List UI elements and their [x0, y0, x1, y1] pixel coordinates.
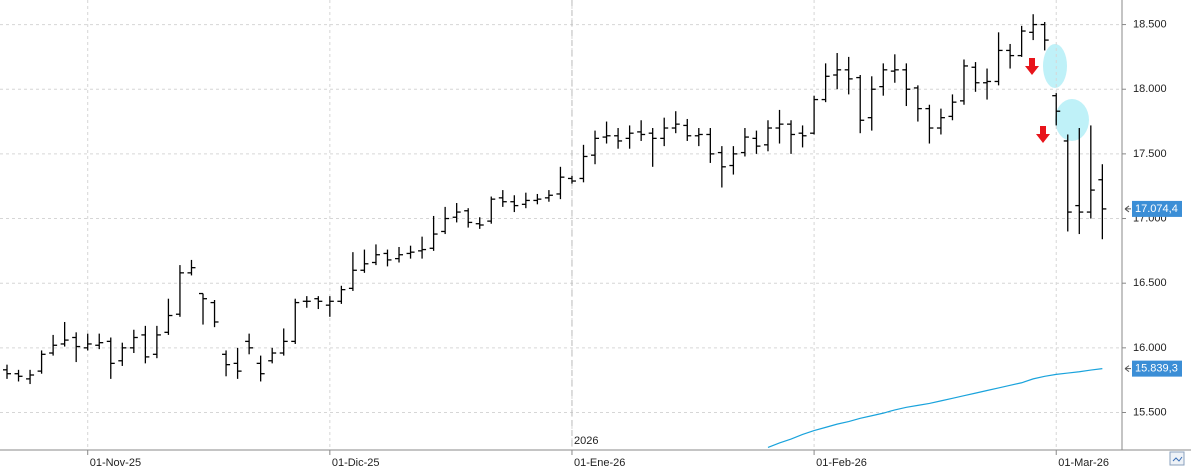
x-tick-label: 01-Dic-25 — [332, 457, 380, 469]
down-arrow — [1036, 126, 1050, 143]
x-tick-label: 01-Ene-26 — [574, 457, 625, 469]
scale-icon — [1172, 456, 1183, 462]
price-label: 17.074,4 — [1135, 203, 1178, 215]
price-pointer — [1124, 205, 1131, 213]
y-tick-label: 16.500 — [1133, 277, 1167, 289]
highlight — [1043, 44, 1067, 88]
y-tick-label: 16.000 — [1133, 342, 1167, 354]
price-label: 15.839,3 — [1135, 363, 1178, 375]
y-tick-label: 18.000 — [1133, 83, 1167, 95]
x-tick-label: 01-Mar-26 — [1058, 457, 1109, 469]
y-tick-label: 15.500 — [1133, 406, 1167, 418]
highlight — [1055, 99, 1089, 141]
x-tick-label: 01-Feb-26 — [816, 457, 867, 469]
x-tick-label: 01-Nov-25 — [90, 457, 141, 469]
price-pointer — [1124, 365, 1131, 373]
y-tick-label: 18.500 — [1133, 18, 1167, 30]
year-label: 2026 — [574, 435, 598, 447]
y-tick-label: 17.500 — [1133, 148, 1167, 160]
price-label-box — [1132, 360, 1182, 377]
moving-average-line — [767, 368, 1103, 448]
down-arrow — [1025, 58, 1039, 75]
price-label-box — [1132, 200, 1182, 217]
